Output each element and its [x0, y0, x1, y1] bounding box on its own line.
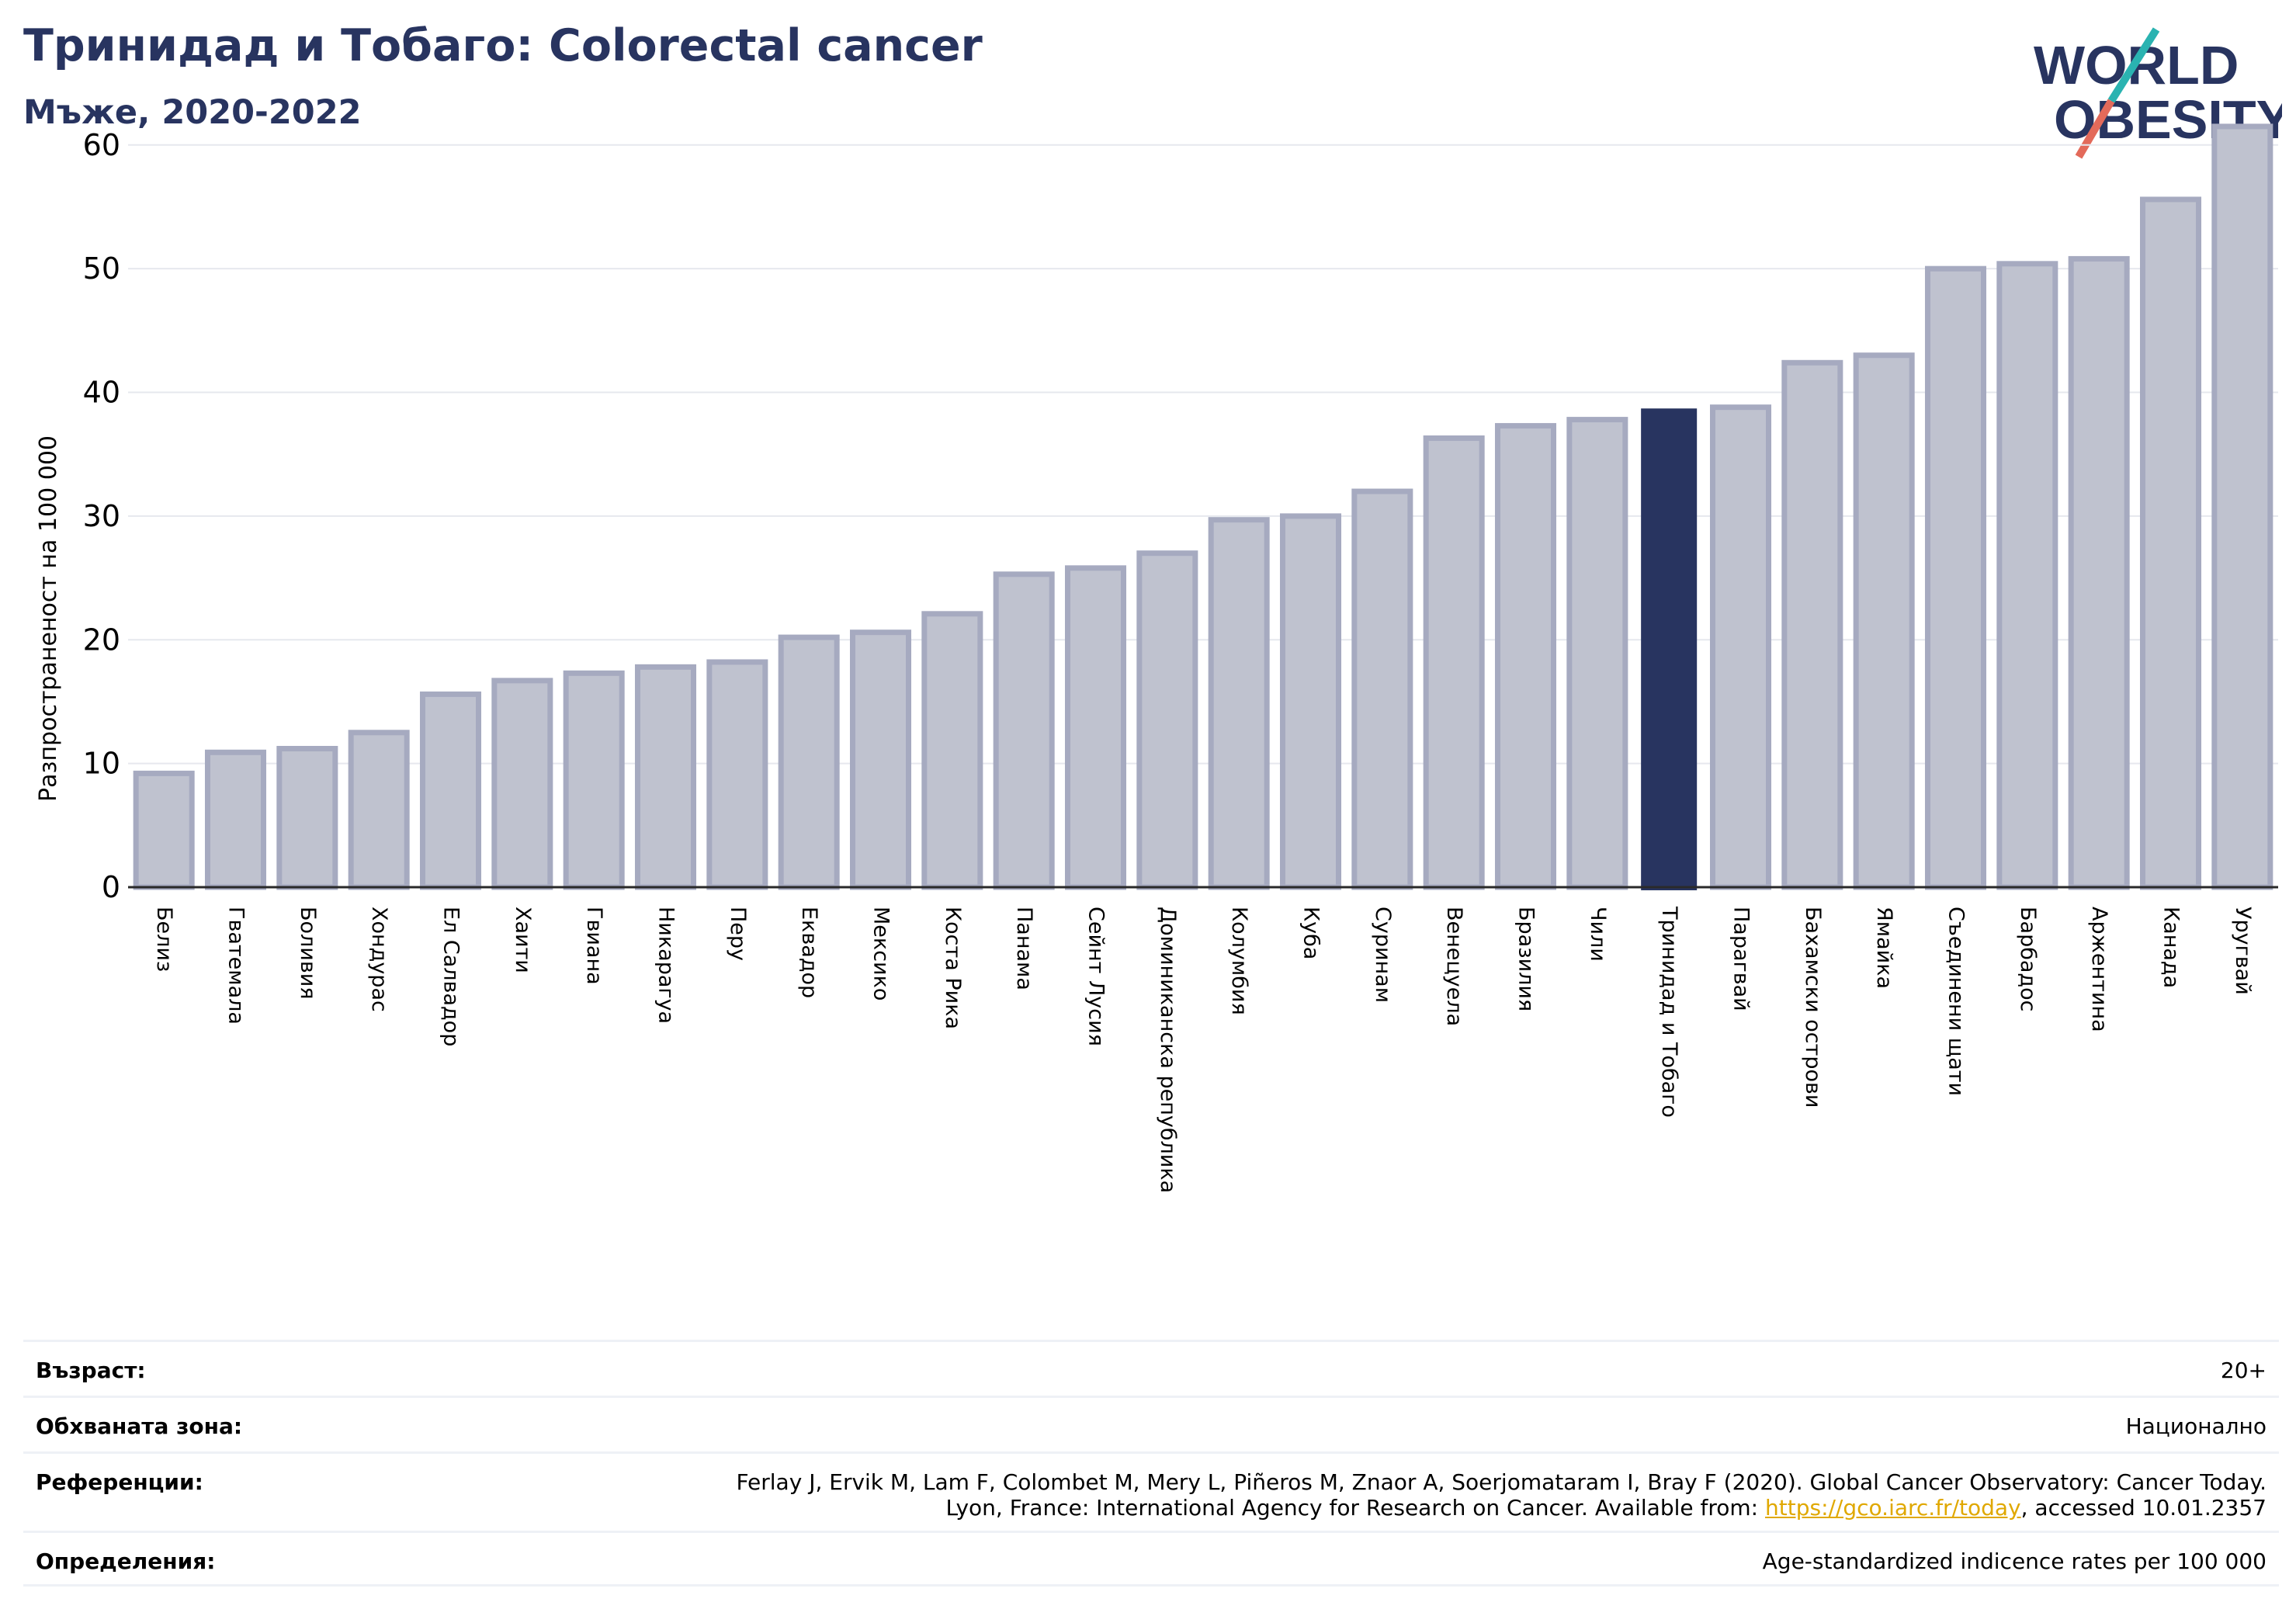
x-tick-label: Суринам [1371, 907, 1395, 1003]
bar-18 [1423, 435, 1485, 890]
bar-3 [348, 730, 410, 890]
logo-slash-bottom [2075, 99, 2115, 159]
grid-lines [128, 144, 2278, 765]
references-line-1: Ferlay J, Ervik M, Lam F, Colombet M, Me… [736, 1469, 2267, 1495]
bar-23 [1781, 359, 1843, 890]
x-tick-label: Еквадор [797, 907, 821, 998]
info-row-area: Обхваната зона: Национално [23, 1396, 2279, 1451]
bar-8 [706, 659, 768, 890]
bar-20 [1566, 417, 1628, 890]
info-row-references: Референции: Ferlay J, Ervik M, Lam F, Co… [23, 1451, 2279, 1531]
info-row-age: Възраст: 20+ [23, 1340, 2279, 1396]
x-tick-label: Аржентина [2087, 907, 2111, 1032]
logo-slash-top [2107, 27, 2160, 103]
x-tick-label: Никарагуа [654, 907, 678, 1024]
references-link[interactable]: https://gco.iarc.fr/today [1765, 1495, 2021, 1521]
x-tick-label: Парагвай [1729, 907, 1753, 1011]
definitions-value: Age-standardized indicence rates per 100… [1762, 1548, 2267, 1574]
bar-26 [1996, 261, 2058, 890]
bar-4 [419, 691, 482, 890]
definitions-label: Определения: [36, 1548, 216, 1574]
page-subtitle: Мъже, 2020-2022 [23, 93, 362, 132]
x-tick-label: Боливия [296, 907, 320, 1000]
bar-0 [133, 770, 195, 890]
info-row-definitions: Определения: Age-standardized indicence … [23, 1531, 2279, 1587]
x-tick-label: Бразилия [1514, 907, 1538, 1011]
x-tick-label: Канада [2159, 907, 2183, 988]
bar-15 [1208, 517, 1270, 890]
x-tick-label: Ел Салвадор [439, 907, 463, 1046]
age-label: Възраст: [36, 1358, 146, 1383]
bar-7 [634, 664, 697, 890]
bar-9 [778, 634, 840, 890]
bar-6 [563, 670, 625, 890]
x-tick-label: Мексико [869, 907, 893, 1001]
bar-12 [993, 571, 1055, 890]
y-tick-label: 30 [83, 499, 120, 533]
references-accessed: , accessed 10.01.2357 [2020, 1495, 2267, 1521]
bar-5 [491, 678, 553, 890]
bar-13 [1064, 565, 1127, 890]
bar-22 [1709, 404, 1772, 890]
x-tick-label: Перу [726, 907, 750, 961]
x-tick-label: Панама [1012, 907, 1036, 990]
x-tick-labels: Белиз Гватемала Боливия Хондурас Ел Салвадор… [152, 906, 2255, 1193]
x-tick-label: Съединени щати [1944, 907, 1968, 1096]
references-line-2: Lyon, France: International Agency for R… [736, 1495, 2267, 1521]
bar-14 [1136, 550, 1198, 890]
y-tick-label: 20 [83, 622, 120, 657]
x-tick-label: Доминиканска република [1156, 907, 1180, 1193]
page-title: Тринидад и Тобаго: Colorectal cancer [23, 20, 983, 71]
bar-16 [1279, 513, 1342, 890]
x-tick-label: Колумбия [1227, 907, 1251, 1015]
x-tick-label: Барбадос [2016, 907, 2040, 1011]
bar-2 [276, 746, 338, 890]
y-tick-label: 40 [83, 376, 120, 410]
y-tick-label: 50 [83, 251, 120, 286]
y-tick-label: 60 [83, 128, 120, 162]
references-text: Lyon, France: International Agency for R… [945, 1495, 1765, 1521]
x-tick-label: Чили [1586, 907, 1610, 962]
bar-27 [2068, 255, 2130, 890]
world-obesity-logo: WORLD OBESITY [2034, 27, 2282, 159]
x-tick-label: Куба [1299, 907, 1323, 959]
bar-29 [2211, 123, 2273, 890]
area-value: Национално [2125, 1413, 2267, 1439]
bar-24 [1853, 352, 1915, 890]
x-tick-label: Коста Рика [941, 907, 965, 1029]
y-tick-labels: 0 10 20 30 40 50 60 [83, 128, 120, 904]
bar-21 [1641, 408, 1698, 890]
references-value: Ferlay J, Ervik M, Lam F, Colombet M, Me… [736, 1469, 2267, 1521]
bar-17 [1351, 488, 1413, 890]
info-table: Възраст: 20+ Обхваната зона: Национално … [23, 1340, 2279, 1587]
bar-25 [1924, 265, 1987, 890]
x-tick-label: Белиз [152, 907, 176, 972]
bar-10 [849, 629, 912, 890]
y-tick-label: 0 [102, 870, 120, 904]
bar-19 [1494, 423, 1557, 890]
x-tick-label: Сейнт Лусия [1084, 907, 1108, 1046]
x-tick-label: Венецуела [1442, 907, 1466, 1026]
age-value: 20+ [2220, 1358, 2267, 1383]
references-label: Референции: [36, 1469, 203, 1495]
area-label: Обхваната зона: [36, 1413, 243, 1439]
x-tick-label: Уругвай [2231, 907, 2255, 995]
y-axis-label: Разпространеност на 100 000 [35, 435, 62, 802]
x-tick-label: Хондурас [367, 907, 391, 1012]
x-tick-label: Гвиана [582, 907, 606, 985]
bars [133, 123, 2273, 890]
bar-1 [204, 749, 267, 890]
bar-11 [921, 611, 983, 890]
bar-chart: 0 10 20 30 40 50 60 Белиз Гватемала Боливия Хонду… [35, 123, 2278, 1193]
x-tick-label: Тринидад и Тобаго [1657, 906, 1681, 1118]
x-tick-label: Бахамски острови [1801, 907, 1825, 1108]
x-tick-label: Гватемала [224, 907, 248, 1025]
bar-28 [2139, 196, 2202, 890]
x-tick-label: Хаити [511, 907, 535, 973]
y-tick-label: 10 [83, 747, 120, 781]
x-tick-label: Ямайка [1872, 907, 1896, 989]
